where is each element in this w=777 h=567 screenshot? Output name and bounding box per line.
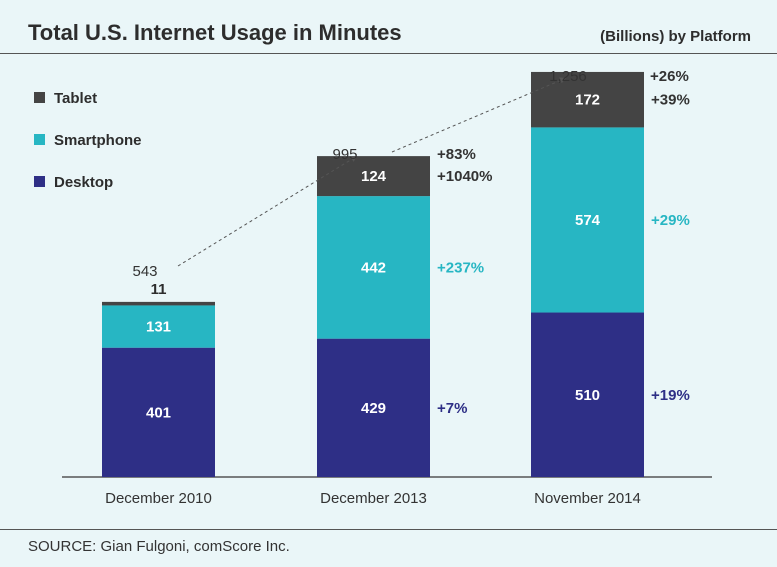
- value-label-smartphone-november-2014: 574: [575, 212, 601, 229]
- bar-segment-desktop-november-2014: [531, 312, 644, 477]
- legend-label-desktop: Desktop: [54, 174, 113, 191]
- change-label-desktop-november-2014: +19%: [651, 387, 690, 404]
- bar-segment-desktop-december-2013: [317, 338, 430, 477]
- change-label-smartphone-december-2013: +237%: [437, 259, 484, 276]
- change-label-smartphone-november-2014: +29%: [651, 212, 690, 229]
- change-label-desktop-december-2013: +7%: [437, 400, 467, 417]
- value-label-tablet-november-2014: 172: [575, 92, 600, 109]
- change-label-tablet-december-2013: +1040%: [437, 168, 492, 185]
- bar-segment-smartphone-november-2014: [531, 127, 644, 313]
- value-label-desktop-december-2010: 401: [146, 404, 171, 421]
- chart-title: Total U.S. Internet Usage in Minutes: [28, 20, 402, 45]
- legend-label-smartphone: Smartphone: [54, 132, 142, 149]
- total-trend-arrow-2: [559, 77, 566, 84]
- total-trend-arrow-1: [350, 156, 357, 162]
- legend-swatch-smartphone: [34, 134, 45, 145]
- header-divider: [0, 53, 777, 54]
- legend-swatch-desktop: [34, 176, 45, 187]
- value-label-tablet-december-2013: 124: [361, 168, 387, 185]
- total-label-december-2010: 543: [132, 263, 157, 280]
- legend-swatch-tablet: [34, 92, 45, 103]
- bar-segment-desktop-december-2010: [102, 347, 215, 477]
- value-label-desktop-december-2013: 429: [361, 400, 386, 417]
- source-note: SOURCE: Gian Fulgoni, comScore Inc.: [28, 538, 290, 555]
- footer-divider: [0, 529, 777, 530]
- bar-segment-tablet-december-2013: [317, 156, 430, 197]
- total-change-label-november-2014: +26%: [650, 68, 689, 85]
- total-label-november-2014: 1,256: [549, 68, 587, 85]
- legend-label-tablet: Tablet: [54, 90, 97, 107]
- total-change-label-december-2013: +83%: [437, 146, 476, 163]
- value-label-desktop-november-2014: 510: [575, 387, 600, 404]
- bar-segment-smartphone-december-2010: [102, 305, 215, 348]
- value-label-smartphone-december-2013: 442: [361, 259, 386, 276]
- total-trend-line-segment-2: [391, 77, 567, 153]
- total-trend-line-segment-1: [177, 155, 358, 267]
- bar-segment-smartphone-december-2013: [317, 196, 430, 339]
- category-label-december-2010: December 2010: [105, 490, 212, 507]
- value-label-smartphone-december-2010: 131: [146, 319, 171, 336]
- category-label-november-2014: November 2014: [534, 490, 641, 507]
- category-label-december-2013: December 2013: [320, 490, 427, 507]
- change-label-tablet-november-2014: +39%: [651, 92, 690, 109]
- total-label-december-2013: 995: [332, 146, 357, 163]
- value-label-tablet-december-2010: 11: [151, 281, 167, 298]
- bar-segment-tablet-november-2014: [531, 71, 644, 128]
- chart-subtitle: (Billions) by Platform: [600, 28, 751, 45]
- bar-segment-tablet-december-2010: [102, 301, 215, 306]
